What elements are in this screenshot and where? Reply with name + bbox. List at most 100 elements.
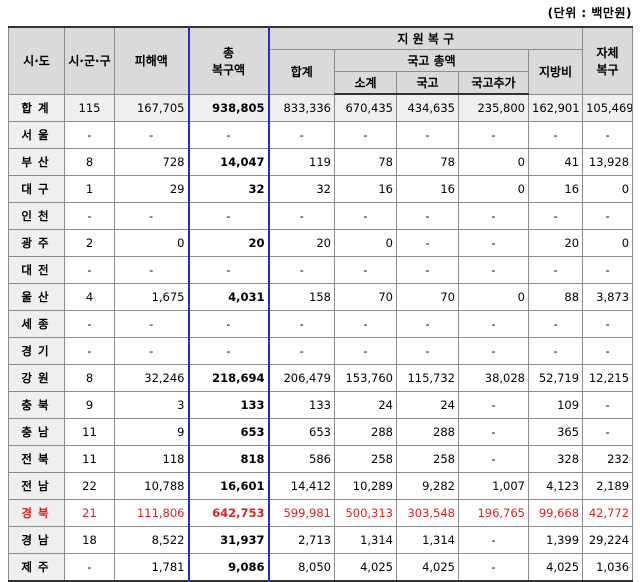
table-row: 대전 - - - - - - - - - (8, 256, 634, 284)
national-cell: 70 (396, 283, 459, 311)
recovery-cost-table: 시·도 시·군·구 피해액 총 복구액 지 원 복 구 자체 복구 합계 국고 … (8, 26, 634, 582)
count-cell: - (64, 202, 115, 230)
header-damage: 피해액 (114, 26, 189, 95)
local-cell: 4,025 (527, 553, 584, 582)
local-cell: - (527, 121, 584, 149)
damage-cell: - (114, 337, 189, 365)
damage-cell: 1,675 (114, 283, 189, 311)
table-row: 충북 9 3 133 133 24 24-109- (8, 391, 634, 419)
count-cell: 115 (64, 93, 115, 122)
count-cell: 18 (64, 526, 115, 554)
sum-cell: 119 (268, 148, 335, 176)
subtotal-cell: 500,313 (334, 499, 397, 527)
region-cell: 울산 (8, 283, 65, 311)
region-cell: 부산 (8, 148, 65, 176)
national-cell: 288 (396, 418, 459, 446)
region-cell: 대구 (8, 175, 65, 203)
region-cell: 전남 (8, 472, 65, 500)
table-body: 합계 115 167,705 938,805 833,336 670,435 434,635… (8, 93, 634, 582)
extra-cell: - (458, 418, 529, 446)
local-cell: 109 (527, 391, 584, 419)
damage-cell: - (114, 310, 189, 338)
sum-cell: - (268, 121, 335, 149)
local-cell: - (527, 337, 584, 365)
table-row: 전남 22 10,788 16,601 14,412 10,289 9,282 1,007 4,… (8, 472, 634, 500)
region-cell: 서울 (8, 121, 65, 149)
sum-cell: 206,479 (268, 364, 335, 392)
subtotal-cell: 10,289 (334, 472, 397, 500)
subtotal-cell: 670,435 (334, 93, 397, 122)
local-cell: - (527, 256, 584, 284)
sum-cell: 833,336 (268, 93, 335, 122)
extra-cell: - (458, 526, 529, 554)
total-cell: 4,031 (187, 283, 270, 311)
region-cell: 합계 (8, 93, 65, 122)
damage-cell: 32,246 (114, 364, 189, 392)
self-cell: - (582, 256, 634, 284)
total-cell: 818 (187, 445, 270, 473)
damage-cell: 0 (114, 229, 189, 257)
national-cell: 303,548 (396, 499, 459, 527)
extra-cell: 38,028 (458, 364, 529, 392)
self-cell: - (582, 337, 634, 365)
count-cell: - (64, 256, 115, 284)
extra-cell: - (458, 553, 529, 582)
damage-cell: 167,705 (114, 93, 189, 122)
sum-cell: 14,412 (268, 472, 335, 500)
national-cell: 434,635 (396, 93, 459, 122)
total-cell: 20 (187, 229, 270, 257)
damage-cell: 8,522 (114, 526, 189, 554)
total-cell: - (187, 121, 270, 149)
damage-cell: 111,806 (114, 499, 189, 527)
subtotal-cell: 153,760 (334, 364, 397, 392)
subtotal-cell: - (334, 202, 397, 230)
local-cell: 1,399 (527, 526, 584, 554)
damage-cell: - (114, 202, 189, 230)
table-row: 경북 21 111,806 642,753 599,981 500,313 303,548 1… (8, 499, 634, 527)
extra-cell: 0 (458, 175, 529, 203)
self-cell: - (582, 418, 634, 446)
subtotal-cell: - (334, 256, 397, 284)
national-cell: 1,314 (396, 526, 459, 554)
header-total-recovery-top: 총 (222, 45, 235, 60)
national-cell: - (396, 202, 459, 230)
region-cell: 세종 (8, 310, 65, 338)
local-cell: 88 (527, 283, 584, 311)
extra-cell: - (458, 310, 529, 338)
region-cell: 충남 (8, 418, 65, 446)
sum-cell: 586 (268, 445, 335, 473)
subtotal-cell: 78 (334, 148, 397, 176)
local-cell: 162,901 (527, 93, 584, 122)
sum-cell: 32 (268, 175, 335, 203)
damage-cell: 728 (114, 148, 189, 176)
header-region: 시·도 (8, 26, 65, 95)
damage-cell: - (114, 256, 189, 284)
count-cell: 1 (64, 175, 115, 203)
subtotal-cell: 4,025 (334, 553, 397, 582)
count-cell: - (64, 553, 115, 582)
sum-cell: 8,050 (268, 553, 335, 582)
sum-cell: - (268, 337, 335, 365)
local-cell: 4,123 (527, 472, 584, 500)
table-row: 경기 - - - - - - - - - (8, 337, 634, 365)
extra-cell: - (458, 256, 529, 284)
self-cell: 0 (582, 229, 634, 257)
count-cell: - (64, 310, 115, 338)
national-cell: - (396, 310, 459, 338)
extra-cell: - (458, 391, 529, 419)
national-cell: 4,025 (396, 553, 459, 582)
total-cell: 31,937 (187, 526, 270, 554)
self-cell: 3,873 (582, 283, 634, 311)
self-cell: 105,469 (582, 93, 634, 122)
count-cell: 2 (64, 229, 115, 257)
self-cell: - (582, 310, 634, 338)
header-self-recovery: 자체 복구 (582, 26, 634, 95)
subtotal-cell: 70 (334, 283, 397, 311)
damage-cell: 1,781 (114, 553, 189, 582)
total-cell: 14,047 (187, 148, 270, 176)
self-cell: - (582, 391, 634, 419)
count-cell: 22 (64, 472, 115, 500)
national-cell: - (396, 256, 459, 284)
national-cell: 115,732 (396, 364, 459, 392)
count-cell: 9 (64, 391, 115, 419)
